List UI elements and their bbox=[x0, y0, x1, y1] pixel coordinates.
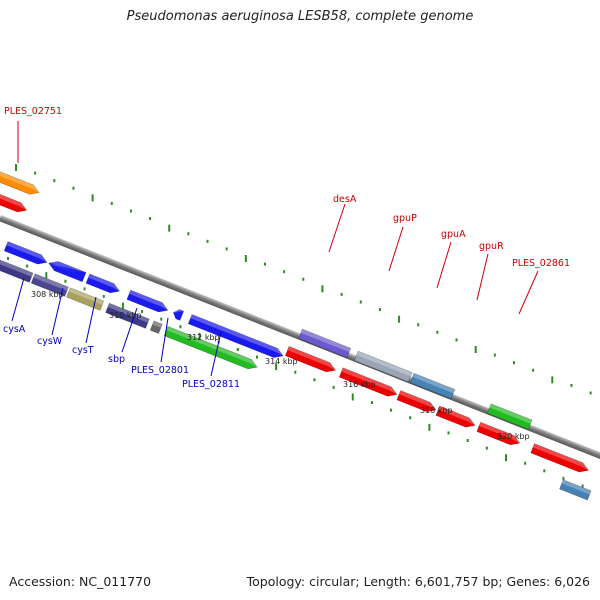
gene-box-gpua bbox=[409, 372, 456, 400]
gene-arrow bbox=[126, 289, 169, 313]
genome-stats-text: Topology: circular; Length: 6,601,757 bp… bbox=[246, 574, 590, 589]
gene-arrow bbox=[173, 309, 184, 321]
scale-label: 314 kbp bbox=[265, 357, 298, 366]
gene-box-gpup bbox=[354, 350, 413, 383]
gene-arrow bbox=[435, 405, 476, 428]
gene-arrow bbox=[396, 390, 437, 412]
gene-box-cysw bbox=[30, 273, 69, 297]
gene-box-cysa bbox=[0, 257, 34, 283]
gene-labels: PLES_02751 desA gpuP gpuA gpuR PLES_0286… bbox=[3, 106, 570, 390]
gene-label-ples-02861: PLES_02861 bbox=[512, 258, 570, 269]
gene-label-desa: desA bbox=[333, 194, 357, 205]
gene-label-ples-02811: PLES_02811 bbox=[182, 379, 240, 390]
gene-arrow bbox=[3, 241, 48, 265]
gene-box-desa bbox=[298, 328, 352, 358]
gene-box-ples-02801 bbox=[149, 320, 163, 334]
gene-arrow bbox=[338, 367, 398, 397]
inner-scale-ticks bbox=[7, 257, 584, 492]
gene-arrow bbox=[48, 261, 87, 283]
gene-arrow bbox=[85, 273, 121, 294]
gene-features bbox=[0, 162, 592, 501]
accession-text: Accession: NC_011770 bbox=[9, 574, 152, 589]
scale-label: 310 kbp bbox=[109, 311, 142, 320]
scale-label: 320 kbp bbox=[497, 432, 530, 441]
outer-scale-ticks bbox=[15, 164, 592, 395]
label-leaders bbox=[11, 121, 539, 377]
gene-arrow bbox=[284, 346, 337, 373]
gene-label-cysa: cysA bbox=[3, 324, 26, 335]
gene-arrow bbox=[187, 314, 284, 358]
gene-label-ples-02751: PLES_02751 bbox=[4, 106, 62, 117]
scale-label: 318 kbp bbox=[420, 406, 453, 415]
gene-arrow bbox=[476, 421, 521, 446]
scale-labels: 308 kbp 310 kbp 312 kbp 314 kbp 316 kbp … bbox=[31, 290, 530, 441]
gene-label-ples-02801: PLES_02801 bbox=[131, 365, 189, 376]
gene-label-cysw: cysW bbox=[37, 336, 63, 347]
scale-label: 312 kbp bbox=[187, 333, 220, 342]
gene-box-ples-02861 bbox=[487, 403, 533, 430]
gene-label-gpur: gpuR bbox=[479, 241, 504, 252]
gene-label-gpup: gpuP bbox=[393, 213, 417, 224]
gene-label-cyst: cysT bbox=[72, 345, 94, 356]
gene-label-sbp: sbp bbox=[108, 354, 125, 365]
map-title: Pseudomonas aeruginosa LESB58, complete … bbox=[126, 9, 474, 24]
gene-arrow-ples-02751 bbox=[0, 162, 40, 195]
gene-arrow bbox=[0, 182, 28, 213]
scale-label: 316 kbp bbox=[343, 380, 376, 389]
gene-label-gpua: gpuA bbox=[441, 229, 466, 240]
gene-arrow bbox=[530, 443, 589, 473]
gene-box-cyst bbox=[66, 287, 105, 311]
scale-label: 308 kbp bbox=[31, 290, 64, 299]
gene-box-sbp bbox=[105, 302, 150, 329]
gene-arrow-ples-02811 bbox=[163, 326, 258, 370]
gene-box bbox=[559, 479, 592, 501]
